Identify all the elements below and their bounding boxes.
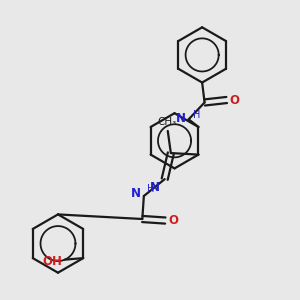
Text: N: N (150, 181, 160, 194)
Text: N: N (176, 112, 186, 125)
Text: OH: OH (43, 255, 62, 268)
Text: O: O (230, 94, 240, 106)
Text: CH₃: CH₃ (157, 117, 176, 127)
Text: H: H (193, 110, 200, 120)
Text: N: N (131, 187, 141, 200)
Text: O: O (168, 214, 178, 227)
Text: H: H (147, 184, 154, 194)
